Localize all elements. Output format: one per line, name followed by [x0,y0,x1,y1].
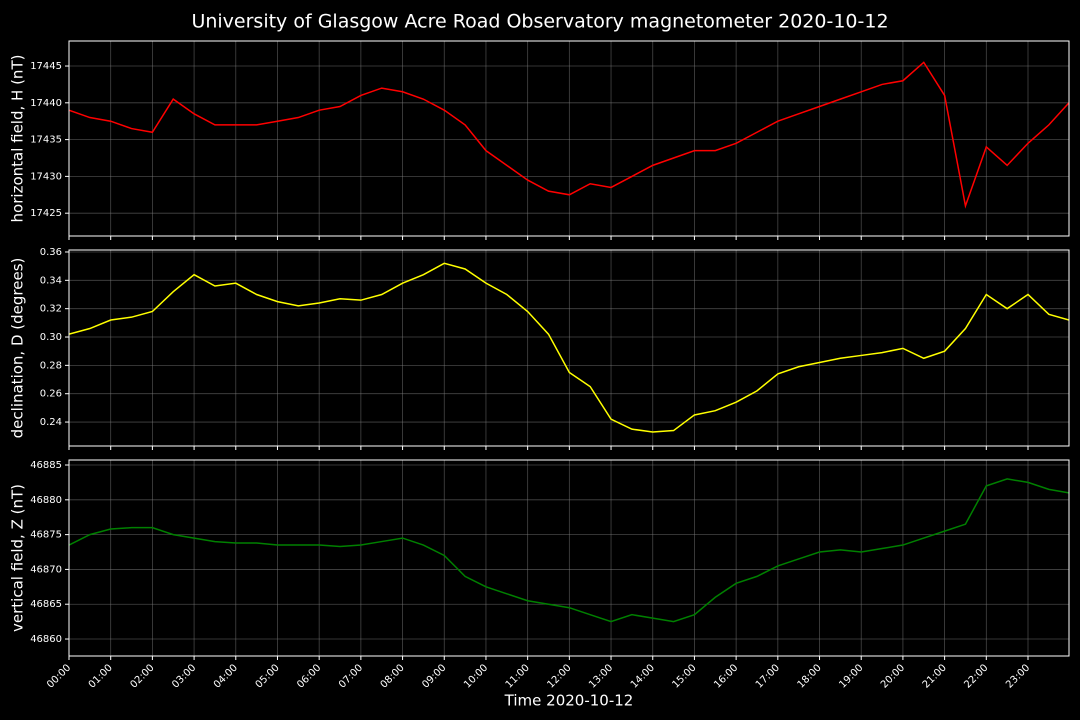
y-tick-label: 0.32 [40,304,62,315]
axes-frame [68,249,1070,447]
y-tick-label: 46865 [30,599,62,610]
y-tick-label: 0.28 [40,360,62,371]
x-axis-label: Time 2020-10-12 [504,692,634,710]
y-tick-label: 17440 [30,98,62,109]
y-tick-label: 17430 [30,171,62,182]
data-line [69,478,1069,623]
y-tick-label: 46870 [30,564,62,575]
data-line [69,61,1069,209]
axes-frame [68,40,1070,237]
y-tick-label: 17425 [30,208,62,219]
y-tick-label: 0.34 [40,275,62,286]
axes-frame [68,459,1070,657]
y-tick-label: 17445 [30,61,62,72]
y-tick-label: 46860 [30,634,62,645]
y-tick-label: 46885 [30,460,62,471]
y-tick-label: 46875 [30,530,62,541]
y-tick-label: 0.30 [40,332,62,343]
y-tick-label: 0.26 [40,389,62,400]
y-axis-label: horizontal field, H (nT) [9,55,27,223]
y-tick-label: 0.24 [40,417,62,428]
y-tick-label: 46880 [30,495,62,506]
y-axis-label: vertical field, Z (nT) [9,484,27,632]
y-tick-label: 17435 [30,135,62,146]
figure-title: University of Glasgow Acre Road Observat… [191,11,888,33]
y-tick-label: 0.36 [40,247,62,258]
y-axis-label: declination, D (degrees) [9,258,27,439]
data-line [69,262,1069,433]
